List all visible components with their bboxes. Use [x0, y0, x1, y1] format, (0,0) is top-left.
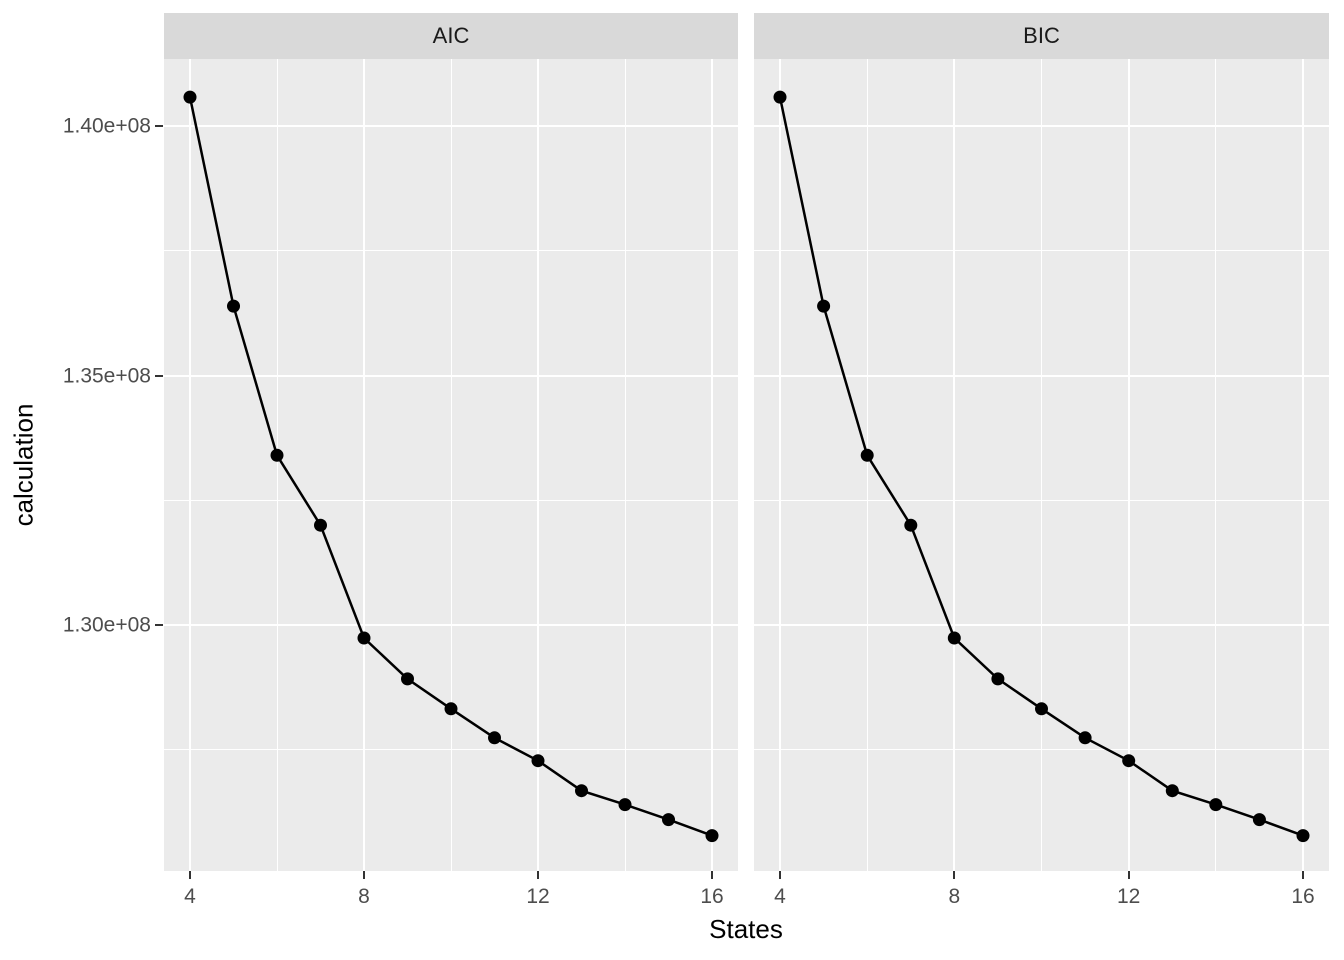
series-bic — [773, 90, 1310, 843]
x-tick-label: 8 — [948, 885, 961, 908]
data-point — [1296, 829, 1310, 843]
gridline-major-x — [953, 59, 956, 871]
gridline-minor-x — [1041, 59, 1042, 871]
x-tick-mark — [189, 871, 191, 879]
gridline-minor-y — [754, 250, 1329, 252]
gridline-minor-y — [754, 499, 1329, 501]
data-point — [1122, 754, 1136, 768]
data-point — [705, 829, 719, 843]
x-tick-label: 16 — [1291, 885, 1315, 908]
data-point — [488, 731, 501, 745]
gridline-major-y — [754, 624, 1329, 626]
gridline-major-x — [779, 59, 781, 871]
x-tick-label: 8 — [358, 885, 370, 908]
data-point — [618, 798, 632, 812]
series-line — [778, 96, 1304, 837]
data-point — [1165, 784, 1179, 798]
x-tick-label: 16 — [700, 885, 724, 908]
data-point — [904, 518, 918, 532]
gridline-minor-y — [164, 499, 738, 501]
gridline-minor-x — [866, 59, 868, 871]
x-tick-label: 4 — [184, 885, 196, 908]
data-point — [227, 299, 240, 313]
data-point — [1035, 702, 1048, 716]
y-tick-label: 1.40e+08 — [62, 114, 151, 138]
data-point — [531, 754, 545, 768]
data-point — [817, 299, 831, 313]
data-point — [314, 518, 327, 532]
gridline-minor-x — [1215, 59, 1217, 871]
data-point — [357, 631, 371, 645]
y-tick-label: 1.35e+08 — [62, 364, 151, 387]
gridline-major-x — [1302, 59, 1304, 871]
data-point — [662, 813, 675, 827]
facet-strip-aic: AIC — [164, 13, 738, 59]
data-point — [991, 672, 1005, 686]
gridline-major-x — [537, 59, 539, 871]
facet-panel-bic — [754, 59, 1329, 871]
gridline-minor-y — [754, 749, 1329, 751]
gridline-major-y — [754, 125, 1329, 127]
gridline-major-x — [1127, 59, 1130, 871]
x-tick-mark — [537, 871, 539, 879]
gridline-major-x — [363, 59, 365, 871]
y-axis-title: calculation — [8, 403, 39, 527]
gridline-major-y — [164, 374, 738, 377]
x-tick-mark — [779, 871, 781, 879]
data-point — [1078, 731, 1092, 745]
data-point — [270, 448, 284, 462]
gridline-major-y — [164, 125, 738, 127]
data-point — [1252, 813, 1266, 827]
gridline-minor-x — [450, 59, 452, 871]
x-tick-mark — [711, 871, 713, 879]
y-tick-mark — [155, 624, 163, 626]
gridline-minor-x — [624, 59, 626, 871]
x-tick-mark — [363, 871, 365, 879]
x-tick-mark — [953, 871, 956, 879]
data-point — [860, 448, 874, 462]
x-tick-mark — [1127, 871, 1130, 879]
data-point — [773, 90, 787, 104]
y-tick-mark — [155, 125, 163, 127]
x-tick-label: 12 — [1116, 885, 1141, 908]
data-point — [1209, 798, 1223, 812]
data-point — [401, 672, 414, 686]
gridline-minor-y — [164, 749, 738, 751]
data-point — [444, 702, 458, 716]
gridline-major-y — [164, 624, 738, 626]
facet-strip-bic-label: BIC — [1023, 23, 1060, 48]
data-point — [575, 784, 588, 798]
data-point — [947, 631, 961, 645]
facet-strip-bic: BIC — [754, 13, 1329, 59]
gridline-major-x — [711, 59, 713, 871]
facet-panel-aic — [164, 59, 738, 871]
gridline-major-y — [754, 374, 1329, 377]
x-tick-mark — [1302, 871, 1304, 879]
series-aic — [183, 90, 719, 843]
x-tick-label: 12 — [526, 885, 550, 908]
facet-strip-aic-label: AIC — [432, 23, 470, 48]
y-tick-mark — [155, 374, 163, 377]
data-point — [183, 90, 197, 104]
x-tick-label: 4 — [774, 885, 786, 908]
x-axis-title: States — [709, 914, 783, 944]
gridline-minor-x — [276, 59, 278, 871]
gridline-major-x — [189, 59, 191, 871]
y-tick-label: 1.30e+08 — [62, 613, 151, 637]
gridline-minor-y — [164, 250, 738, 252]
series-line — [188, 96, 713, 837]
